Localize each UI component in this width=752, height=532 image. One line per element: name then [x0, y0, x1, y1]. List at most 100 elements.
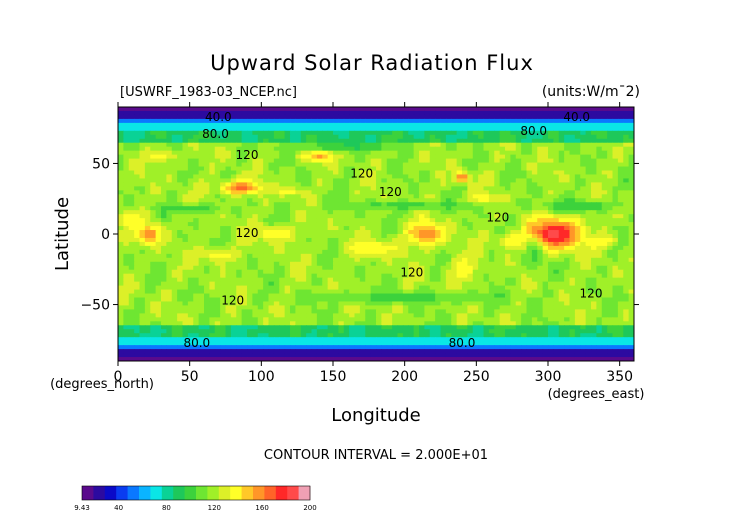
heatmap-cell: [349, 162, 356, 168]
heatmap-cell: [424, 146, 431, 152]
heatmap-cell: [123, 206, 130, 211]
heatmap-cell: [564, 154, 571, 160]
heatmap-cell: [257, 257, 264, 263]
heatmap-cell: [150, 253, 157, 259]
heatmap-cell: [456, 245, 463, 251]
heatmap-cell: [451, 206, 458, 211]
heatmap-cell: [440, 257, 447, 263]
heatmap-cell: [376, 182, 382, 187]
heatmap-cell: [596, 269, 603, 275]
heatmap-cell: [225, 194, 232, 199]
heatmap-cell: [252, 285, 259, 291]
heatmap-cell: [435, 309, 442, 314]
heatmap-cell: [580, 186, 587, 191]
heatmap-cell: [193, 277, 200, 283]
heatmap-cell: [548, 237, 554, 243]
heatmap-cell: [558, 174, 565, 180]
heatmap-cell: [515, 162, 522, 168]
heatmap-cell: [284, 305, 291, 311]
heatmap-cell: [349, 150, 356, 156]
heatmap-cell: [247, 107, 253, 112]
heatmap-cell: [515, 110, 522, 116]
heatmap-cell: [359, 249, 366, 255]
heatmap-cell: [521, 230, 528, 235]
heatmap-cell: [177, 237, 184, 243]
heatmap-cell: [386, 309, 393, 314]
heatmap-cell: [542, 122, 549, 128]
heatmap-cell: [209, 150, 216, 156]
heatmap-cell: [209, 297, 216, 303]
heatmap-cell: [171, 126, 178, 132]
heatmap-cell: [306, 273, 313, 279]
heatmap-cell: [354, 194, 361, 199]
heatmap-cell: [182, 146, 189, 152]
heatmap-cell: [134, 265, 141, 271]
heatmap-cell: [445, 202, 452, 207]
heatmap-cell: [247, 114, 253, 120]
heatmap-cell: [257, 297, 264, 303]
heatmap-cell: [580, 162, 587, 168]
heatmap-cell: [612, 194, 619, 199]
heatmap-cell: [386, 226, 393, 231]
heatmap-cell: [354, 241, 361, 247]
heatmap-cell: [488, 174, 495, 180]
heatmap-cell: [171, 265, 178, 271]
heatmap-cell: [354, 297, 361, 303]
heatmap-cell: [343, 237, 350, 243]
heatmap-cell: [354, 234, 361, 239]
heatmap-cell: [359, 130, 366, 136]
heatmap-cell: [306, 285, 313, 291]
heatmap-cell: [585, 253, 592, 259]
heatmap-cell: [247, 182, 253, 187]
heatmap-cell: [424, 261, 431, 267]
heatmap-cell: [279, 234, 286, 239]
heatmap-cell: [478, 166, 485, 172]
heatmap-cell: [349, 285, 356, 291]
heatmap-cell: [494, 305, 501, 311]
heatmap-cell: [483, 297, 490, 303]
heatmap-cell: [327, 305, 334, 311]
heatmap-cell: [171, 182, 178, 187]
heatmap-cell: [359, 138, 366, 144]
heatmap-cell: [456, 210, 463, 215]
heatmap-cell: [392, 249, 399, 255]
heatmap-cell: [456, 293, 463, 299]
heatmap-cell: [558, 114, 565, 120]
heatmap-cell: [365, 253, 372, 259]
heatmap-cell: [349, 281, 356, 287]
heatmap-cell: [273, 166, 280, 172]
heatmap-cell: [263, 150, 270, 156]
heatmap-cell: [284, 293, 291, 299]
heatmap-cell: [376, 110, 382, 116]
heatmap-cell: [623, 293, 630, 299]
heatmap-cell: [478, 174, 485, 180]
heatmap-cell: [478, 289, 485, 295]
heatmap-cell: [354, 214, 361, 219]
heatmap-cell: [526, 301, 533, 307]
heatmap-cell: [542, 309, 549, 314]
heatmap-cell: [478, 114, 485, 120]
heatmap-cell: [397, 154, 404, 160]
heatmap-cell: [429, 305, 436, 311]
heatmap-cell: [488, 182, 495, 187]
heatmap-cell: [144, 122, 151, 128]
heatmap-cell: [623, 269, 630, 275]
heatmap-cell: [580, 154, 587, 160]
heatmap-cell: [542, 154, 549, 160]
heatmap-cell: [359, 198, 366, 203]
heatmap-cell: [440, 186, 447, 191]
heatmap-cell: [494, 154, 501, 160]
heatmap-cell: [365, 269, 372, 275]
heatmap-cell: [515, 126, 522, 132]
heatmap-cell: [241, 222, 248, 227]
heatmap-cell: [467, 210, 474, 215]
heatmap-cell: [134, 261, 141, 267]
heatmap-cell: [424, 305, 431, 311]
heatmap-cell: [553, 166, 560, 172]
heatmap-cell: [574, 289, 581, 295]
heatmap-cell: [483, 126, 490, 132]
heatmap-cell: [198, 234, 205, 239]
heatmap-cell: [128, 170, 135, 176]
heatmap-cell: [462, 114, 468, 120]
heatmap-cell: [601, 114, 608, 120]
